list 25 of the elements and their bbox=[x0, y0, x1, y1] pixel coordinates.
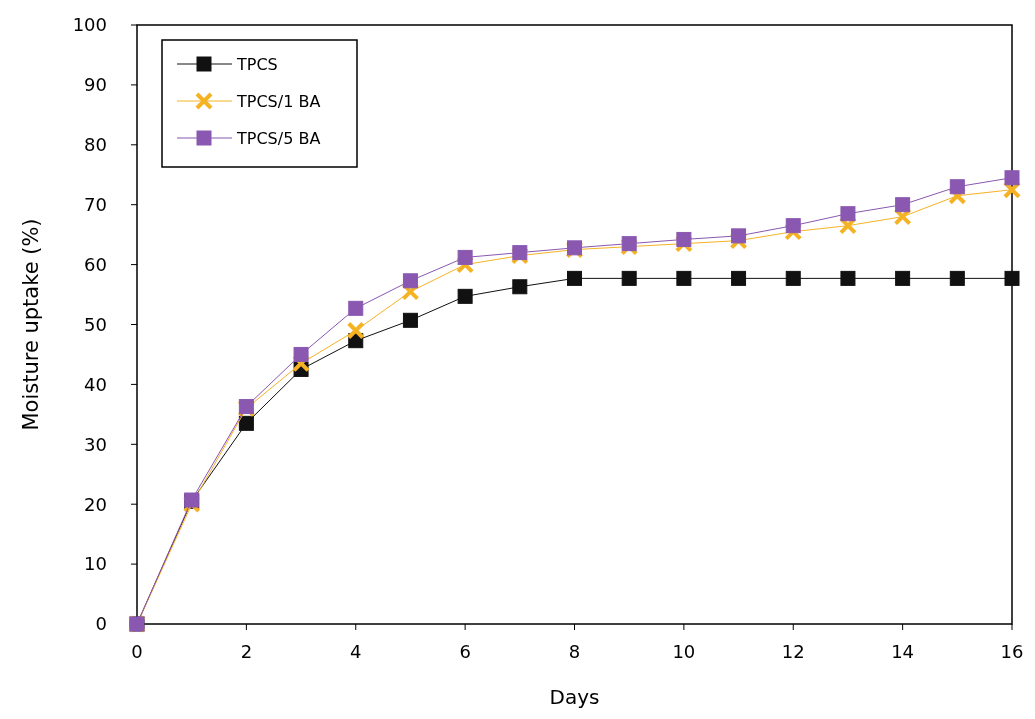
x-tick-label: 12 bbox=[781, 641, 805, 662]
x-tick-label: 10 bbox=[672, 641, 696, 662]
x-tick-label: 14 bbox=[891, 641, 915, 662]
y-tick-label: 20 bbox=[84, 493, 107, 515]
x-tick-label: 16 bbox=[1000, 641, 1024, 662]
y-tick-label: 60 bbox=[84, 253, 107, 275]
y-tick-label: 70 bbox=[84, 194, 107, 215]
y-tick-label: 10 bbox=[84, 553, 107, 575]
y-tick-label: 100 bbox=[72, 14, 107, 36]
y-tick-label: 30 bbox=[84, 433, 107, 455]
y-axis-title: Moisture uptake (%) bbox=[19, 218, 43, 431]
legend-label: TPCS/5 BA bbox=[236, 128, 321, 148]
legend-label: TPCS/1 BA bbox=[236, 91, 321, 111]
y-tick-label: 80 bbox=[84, 134, 107, 156]
y-tick-label: 90 bbox=[84, 74, 107, 96]
legend-label: TPCS bbox=[236, 54, 278, 74]
y-tick-label: 50 bbox=[84, 313, 107, 335]
x-tick-label: 2 bbox=[240, 641, 253, 662]
y-tick-label: 0 bbox=[95, 613, 107, 635]
x-tick-label: 8 bbox=[568, 641, 581, 662]
x-tick-label: 0 bbox=[131, 641, 143, 662]
x-tick-label: 6 bbox=[459, 641, 471, 662]
x-tick-label: 4 bbox=[350, 641, 362, 662]
x-axis-title: Days bbox=[549, 685, 600, 709]
y-tick-label: 40 bbox=[84, 373, 107, 395]
